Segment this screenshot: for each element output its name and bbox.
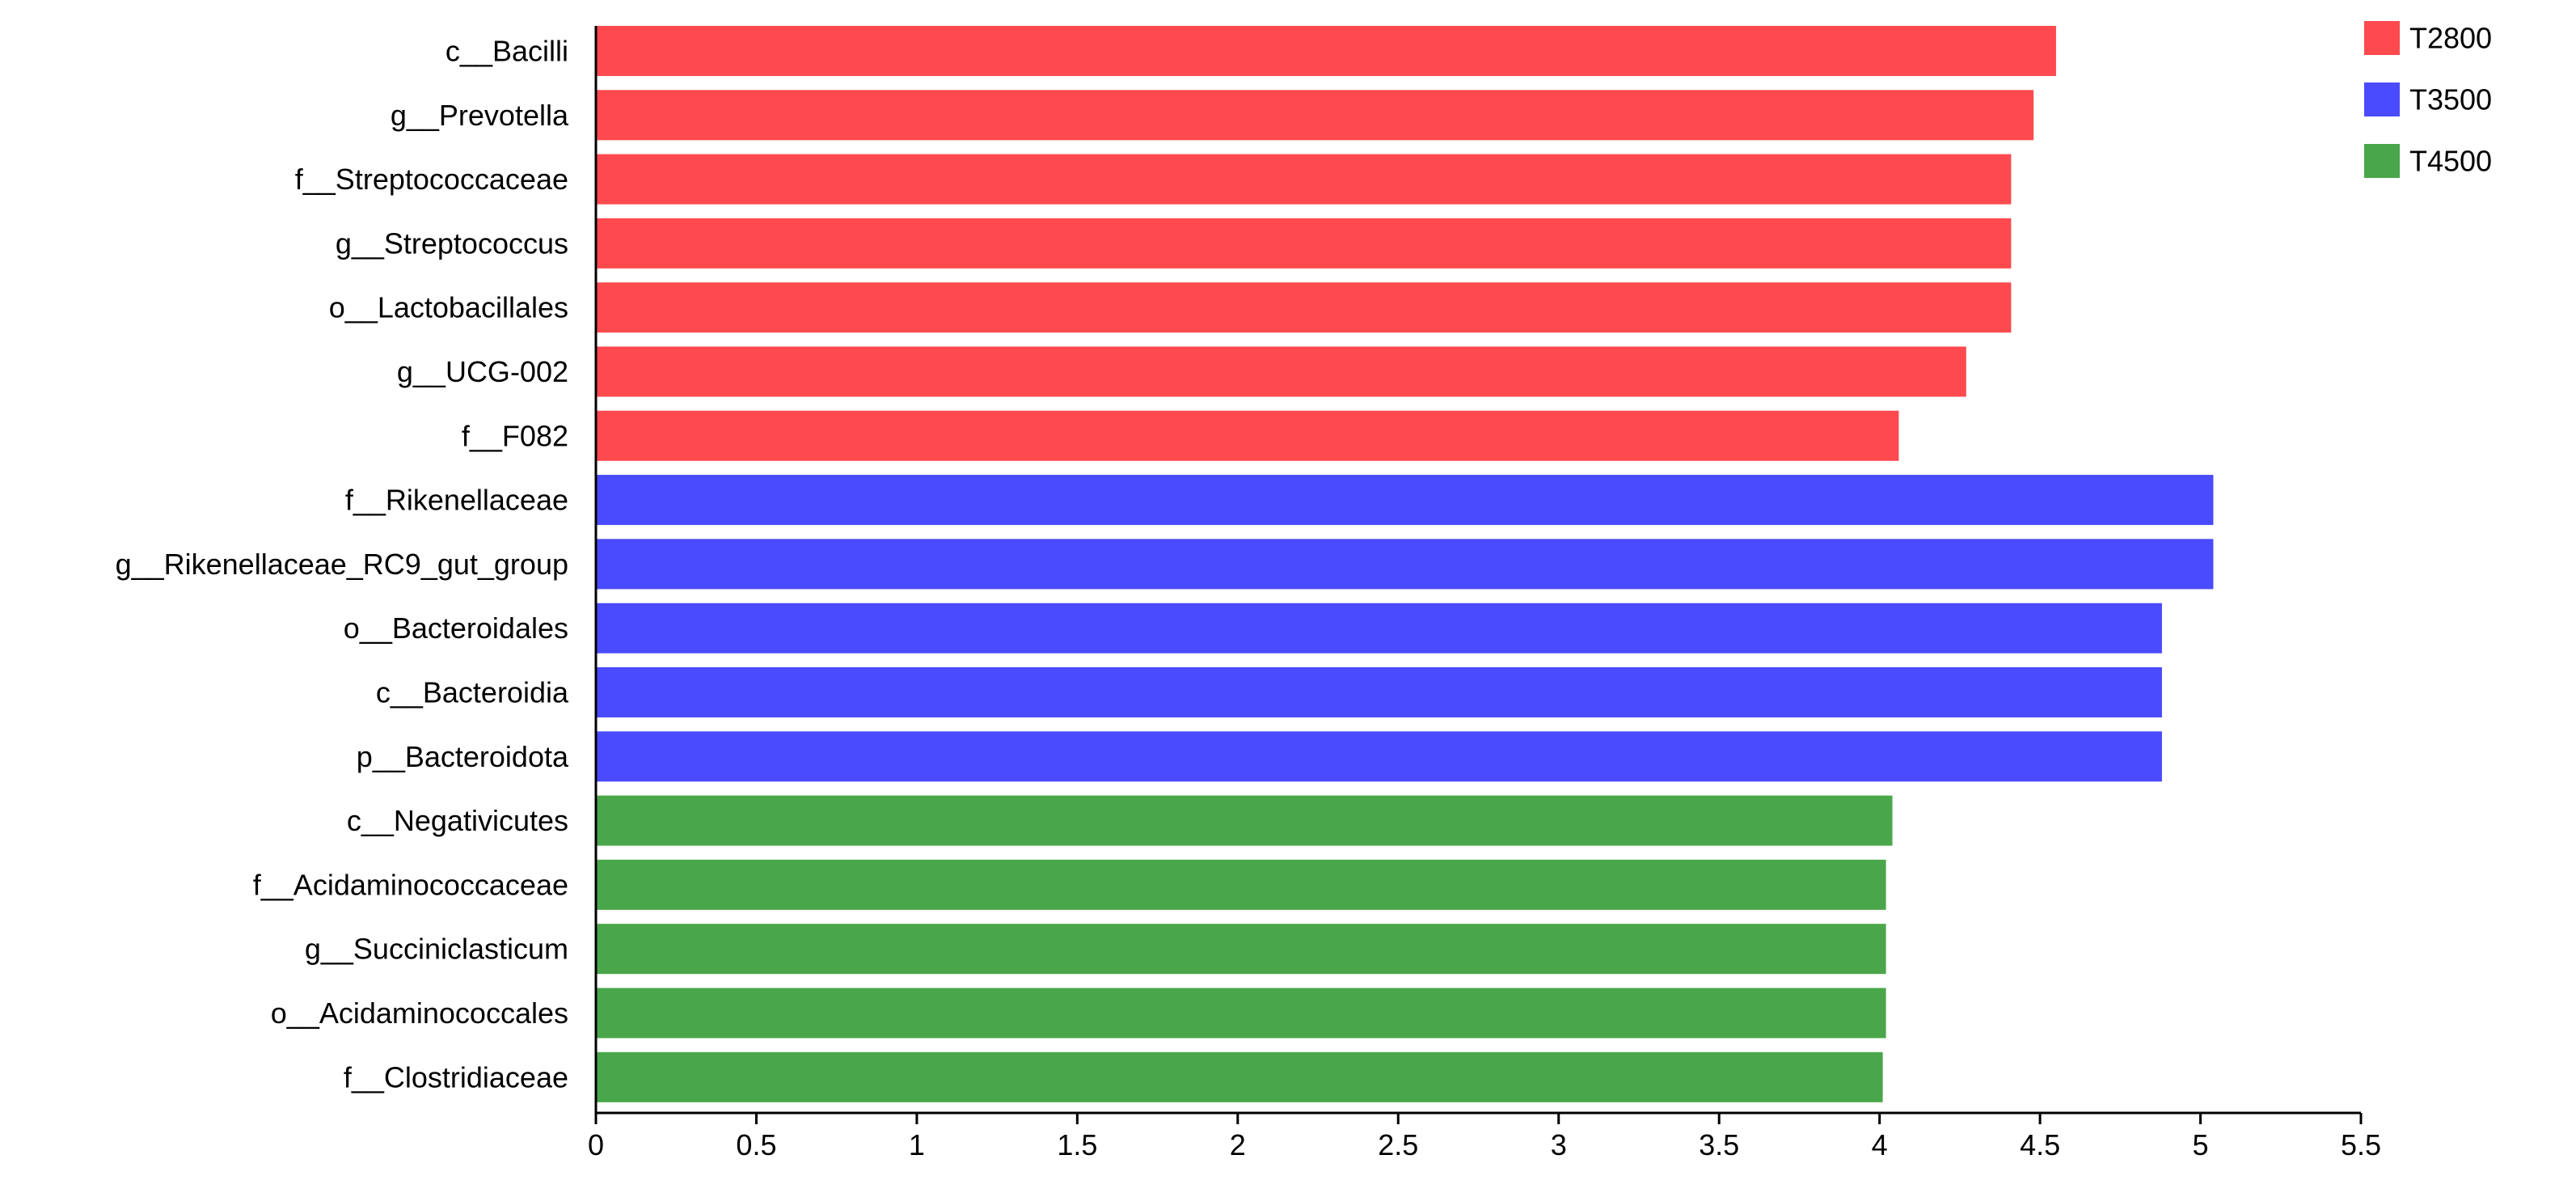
category-label-p-bacteroidota: p__Bacteroidota: [357, 740, 569, 773]
bar-o-lactobacillales: [596, 282, 2012, 333]
category-label-o-bacteroidales: o__Bacteroidales: [344, 611, 568, 645]
bar-f-rikenellaceae: [596, 475, 2214, 526]
bars-layer: [596, 26, 2214, 1102]
x-tick-label: 3: [1551, 1128, 1567, 1161]
category-label-g-rikenellaceae-rc9-gut-group: g__Rikenellaceae_RC9_gut_group: [116, 548, 568, 581]
bar-c-bacteroidia: [596, 667, 2162, 717]
legend-label-t4500: T4500: [2409, 145, 2492, 178]
category-labels: c__Bacilli g__Prevotella f__Streptococcace…: [116, 35, 569, 1094]
legend-label-t3500: T3500: [2409, 83, 2492, 116]
bar-f-acidaminococcaceae: [596, 859, 1886, 910]
bar-g-ucg-002: [596, 346, 1966, 397]
bar-c-negativicutes: [596, 795, 1893, 846]
legend: T2800 T3500 T4500: [2364, 21, 2492, 178]
category-label-g-succiniclasticum: g__Succiniclasticum: [305, 933, 568, 966]
x-tick-label: 1.5: [1057, 1128, 1097, 1161]
x-axis-ticks: 0 0.5 1 1.5 2 2.5 3 3.5 4 4.5 5 5.5: [588, 1113, 2381, 1161]
legend-swatch-t4500: [2364, 144, 2400, 178]
x-tick-label: 2: [1230, 1128, 1246, 1161]
category-label-o-acidaminococcales: o__Acidaminococcales: [271, 996, 568, 1030]
category-label-g-prevotella: g__Prevotella: [391, 99, 569, 132]
category-label-c-bacteroidia: c__Bacteroidia: [376, 676, 569, 709]
x-tick-label: 0: [588, 1128, 604, 1161]
x-tick-label: 5: [2193, 1128, 2209, 1161]
x-tick-label: 4: [1872, 1128, 1888, 1161]
bar-f-clostridiaceae: [596, 1051, 1883, 1102]
x-tick-label: 5.5: [2341, 1128, 2381, 1161]
category-label-g-ucg-002: g__UCG-002: [397, 355, 568, 388]
bar-g-prevotella: [596, 90, 2034, 141]
bar-g-rikenellaceae-rc9-gut-group: [596, 539, 2214, 590]
x-tick-label: 0.5: [736, 1128, 776, 1161]
category-label-o-lactobacillales: o__Lactobacillales: [329, 291, 568, 324]
category-label-c-bacilli: c__Bacilli: [446, 35, 568, 68]
bar-o-bacteroidales: [596, 603, 2162, 654]
bar-p-bacteroidota: [596, 731, 2162, 782]
x-tick-label: 2.5: [1378, 1128, 1418, 1161]
legend-label-t2800: T2800: [2409, 22, 2492, 55]
legend-swatch-t2800: [2364, 21, 2400, 55]
category-label-f-f082: f__F082: [462, 419, 568, 452]
x-tick-label: 4.5: [2020, 1128, 2060, 1161]
legend-swatch-t3500: [2364, 82, 2400, 116]
bar-g-succiniclasticum: [596, 924, 1886, 975]
category-label-f-acidaminococcaceae: f__Acidaminococcaceae: [253, 868, 568, 901]
bar-c-bacilli: [596, 26, 2056, 76]
category-label-f-clostridiaceae: f__Clostridiaceae: [344, 1060, 568, 1094]
bar-f-streptococcaceae: [596, 154, 2012, 205]
x-tick-label: 3.5: [1699, 1128, 1739, 1161]
bar-f-f082: [596, 410, 1899, 461]
x-tick-label: 1: [909, 1128, 925, 1161]
category-label-g-streptococcus: g__Streptococcus: [336, 226, 568, 260]
category-label-f-rikenellaceae: f__Rikenellaceae: [345, 484, 568, 517]
category-label-f-streptococcaceae: f__Streptococcaceae: [295, 163, 568, 196]
category-label-c-negativicutes: c__Negativicutes: [347, 804, 568, 837]
bar-o-acidaminococcales: [596, 988, 1886, 1039]
bar-g-streptococcus: [596, 218, 2012, 269]
